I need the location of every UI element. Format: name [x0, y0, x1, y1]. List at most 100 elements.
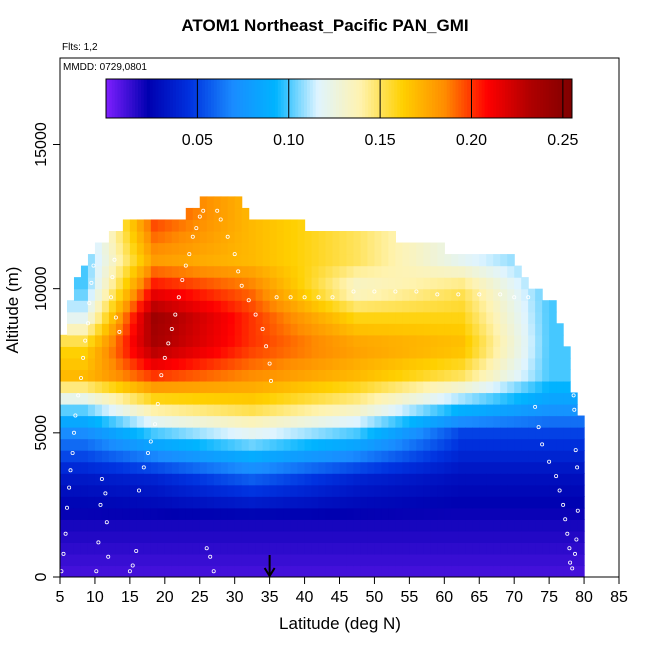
- heatmap-cell: [227, 565, 236, 577]
- heatmap-cell: [395, 277, 403, 290]
- heatmap-cell: [108, 380, 117, 394]
- heatmap-cell: [248, 473, 257, 486]
- heatmap-cell: [304, 530, 313, 543]
- heatmap-cell: [493, 334, 501, 347]
- colorbar-segment: [423, 79, 427, 118]
- heatmap-cell: [108, 542, 117, 555]
- heatmap-cell: [465, 507, 473, 520]
- heatmap-cell: [486, 334, 494, 347]
- heatmap-cell: [395, 242, 403, 255]
- heatmap-cell: [437, 265, 445, 278]
- sample-point: [573, 551, 578, 556]
- heatmap-cell: [339, 242, 348, 255]
- heatmap-cell: [381, 496, 390, 509]
- heatmap-cell: [60, 404, 68, 417]
- colorbar-tick-label: 0.15: [365, 132, 396, 149]
- heatmap-cell: [206, 334, 215, 347]
- heatmap-cell: [318, 565, 327, 577]
- heatmap-cell: [318, 404, 327, 417]
- heatmap-cell: [108, 496, 117, 509]
- heatmap-cell: [122, 427, 131, 440]
- heatmap-cell: [178, 519, 187, 532]
- heatmap-cell: [339, 553, 348, 567]
- heatmap-cell: [101, 346, 110, 359]
- heatmap-cell: [528, 542, 536, 555]
- heatmap-cell: [290, 427, 299, 440]
- heatmap-cell: [136, 507, 145, 520]
- heatmap-cell: [514, 438, 522, 451]
- heatmap-cell: [157, 254, 166, 267]
- heatmap-cell: [150, 323, 159, 336]
- heatmap-cell: [388, 357, 396, 370]
- heatmap-cell: [374, 473, 383, 486]
- colorbar-segment: [467, 79, 471, 118]
- heatmap-cell: [507, 484, 515, 497]
- heatmap-cell: [206, 438, 215, 451]
- heatmap-cell: [374, 369, 383, 382]
- heatmap-cell: [136, 231, 145, 244]
- heatmap-cell: [262, 450, 271, 463]
- heatmap-cell: [346, 530, 355, 543]
- heatmap-cell: [444, 519, 452, 532]
- heatmap-cell: [206, 473, 215, 486]
- colorbar-segment: [269, 79, 273, 118]
- heatmap-cell: [115, 392, 124, 405]
- heatmap-cell: [283, 496, 292, 509]
- heatmap-cell: [542, 427, 550, 440]
- heatmap-cell: [360, 277, 369, 290]
- heatmap-cell: [108, 507, 117, 520]
- heatmap-cell: [402, 519, 410, 532]
- heatmap-cell: [157, 311, 166, 324]
- heatmap-cell: [325, 369, 334, 382]
- heatmap-cell: [157, 404, 166, 417]
- heatmap-cell: [521, 553, 529, 567]
- heatmap-cell: [542, 404, 550, 417]
- heatmap-cell: [374, 484, 383, 497]
- heatmap-cell: [66, 415, 75, 428]
- heatmap-cell: [500, 380, 508, 394]
- heatmap-cell: [227, 496, 236, 509]
- heatmap-cell: [325, 392, 334, 405]
- heatmap-cell: [171, 427, 180, 440]
- heatmap-cell: [318, 415, 327, 428]
- heatmap-cell: [234, 311, 243, 324]
- heatmap-cell: [80, 542, 89, 555]
- sample-point: [99, 476, 104, 481]
- heatmap-cell: [297, 323, 306, 336]
- colorbar-segment: [368, 79, 372, 118]
- heatmap-cell: [185, 300, 194, 313]
- heatmap-cell: [171, 404, 180, 417]
- heatmap-cell: [80, 265, 89, 278]
- heatmap-cell: [500, 461, 508, 474]
- heatmap-cell: [206, 542, 215, 555]
- heatmap-cell: [73, 392, 82, 405]
- heatmap-cell: [346, 496, 355, 509]
- heatmap-cell: [178, 334, 187, 347]
- heatmap-cell: [402, 530, 410, 543]
- heatmap-cell: [388, 473, 396, 486]
- heatmap-cell: [234, 415, 243, 428]
- heatmap-cell: [255, 450, 264, 463]
- heatmap-cell: [444, 323, 452, 336]
- heatmap-cell: [451, 369, 459, 382]
- heatmap-cell: [164, 219, 173, 232]
- heatmap-cell: [283, 346, 292, 359]
- sample-point: [570, 566, 575, 571]
- heatmap-cell: [206, 380, 215, 394]
- heatmap-cell: [206, 242, 215, 255]
- heatmap-cell: [325, 323, 334, 336]
- heatmap-cell: [143, 265, 152, 278]
- heatmap-cell: [500, 288, 508, 301]
- sample-point: [253, 312, 258, 317]
- heatmap-cell: [178, 450, 187, 463]
- heatmap-cell: [192, 357, 201, 370]
- heatmap-cell: [353, 254, 362, 267]
- heatmap-cell: [213, 196, 222, 209]
- heatmap-cell: [234, 346, 243, 359]
- heatmap-cell: [213, 254, 222, 267]
- colorbar-segment: [371, 79, 375, 118]
- heatmap-cell: [332, 231, 341, 244]
- heatmap-cell: [129, 404, 138, 417]
- heatmap-cell: [409, 392, 417, 405]
- heatmap-cell: [479, 461, 487, 474]
